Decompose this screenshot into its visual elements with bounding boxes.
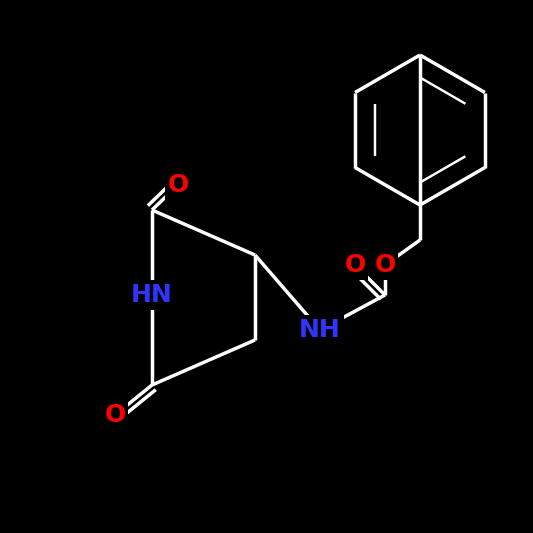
Text: O: O	[167, 173, 189, 197]
Text: O: O	[374, 253, 395, 277]
Text: O: O	[104, 403, 126, 427]
Text: HN: HN	[131, 283, 173, 307]
Text: O: O	[344, 253, 366, 277]
Text: NH: NH	[299, 318, 341, 342]
